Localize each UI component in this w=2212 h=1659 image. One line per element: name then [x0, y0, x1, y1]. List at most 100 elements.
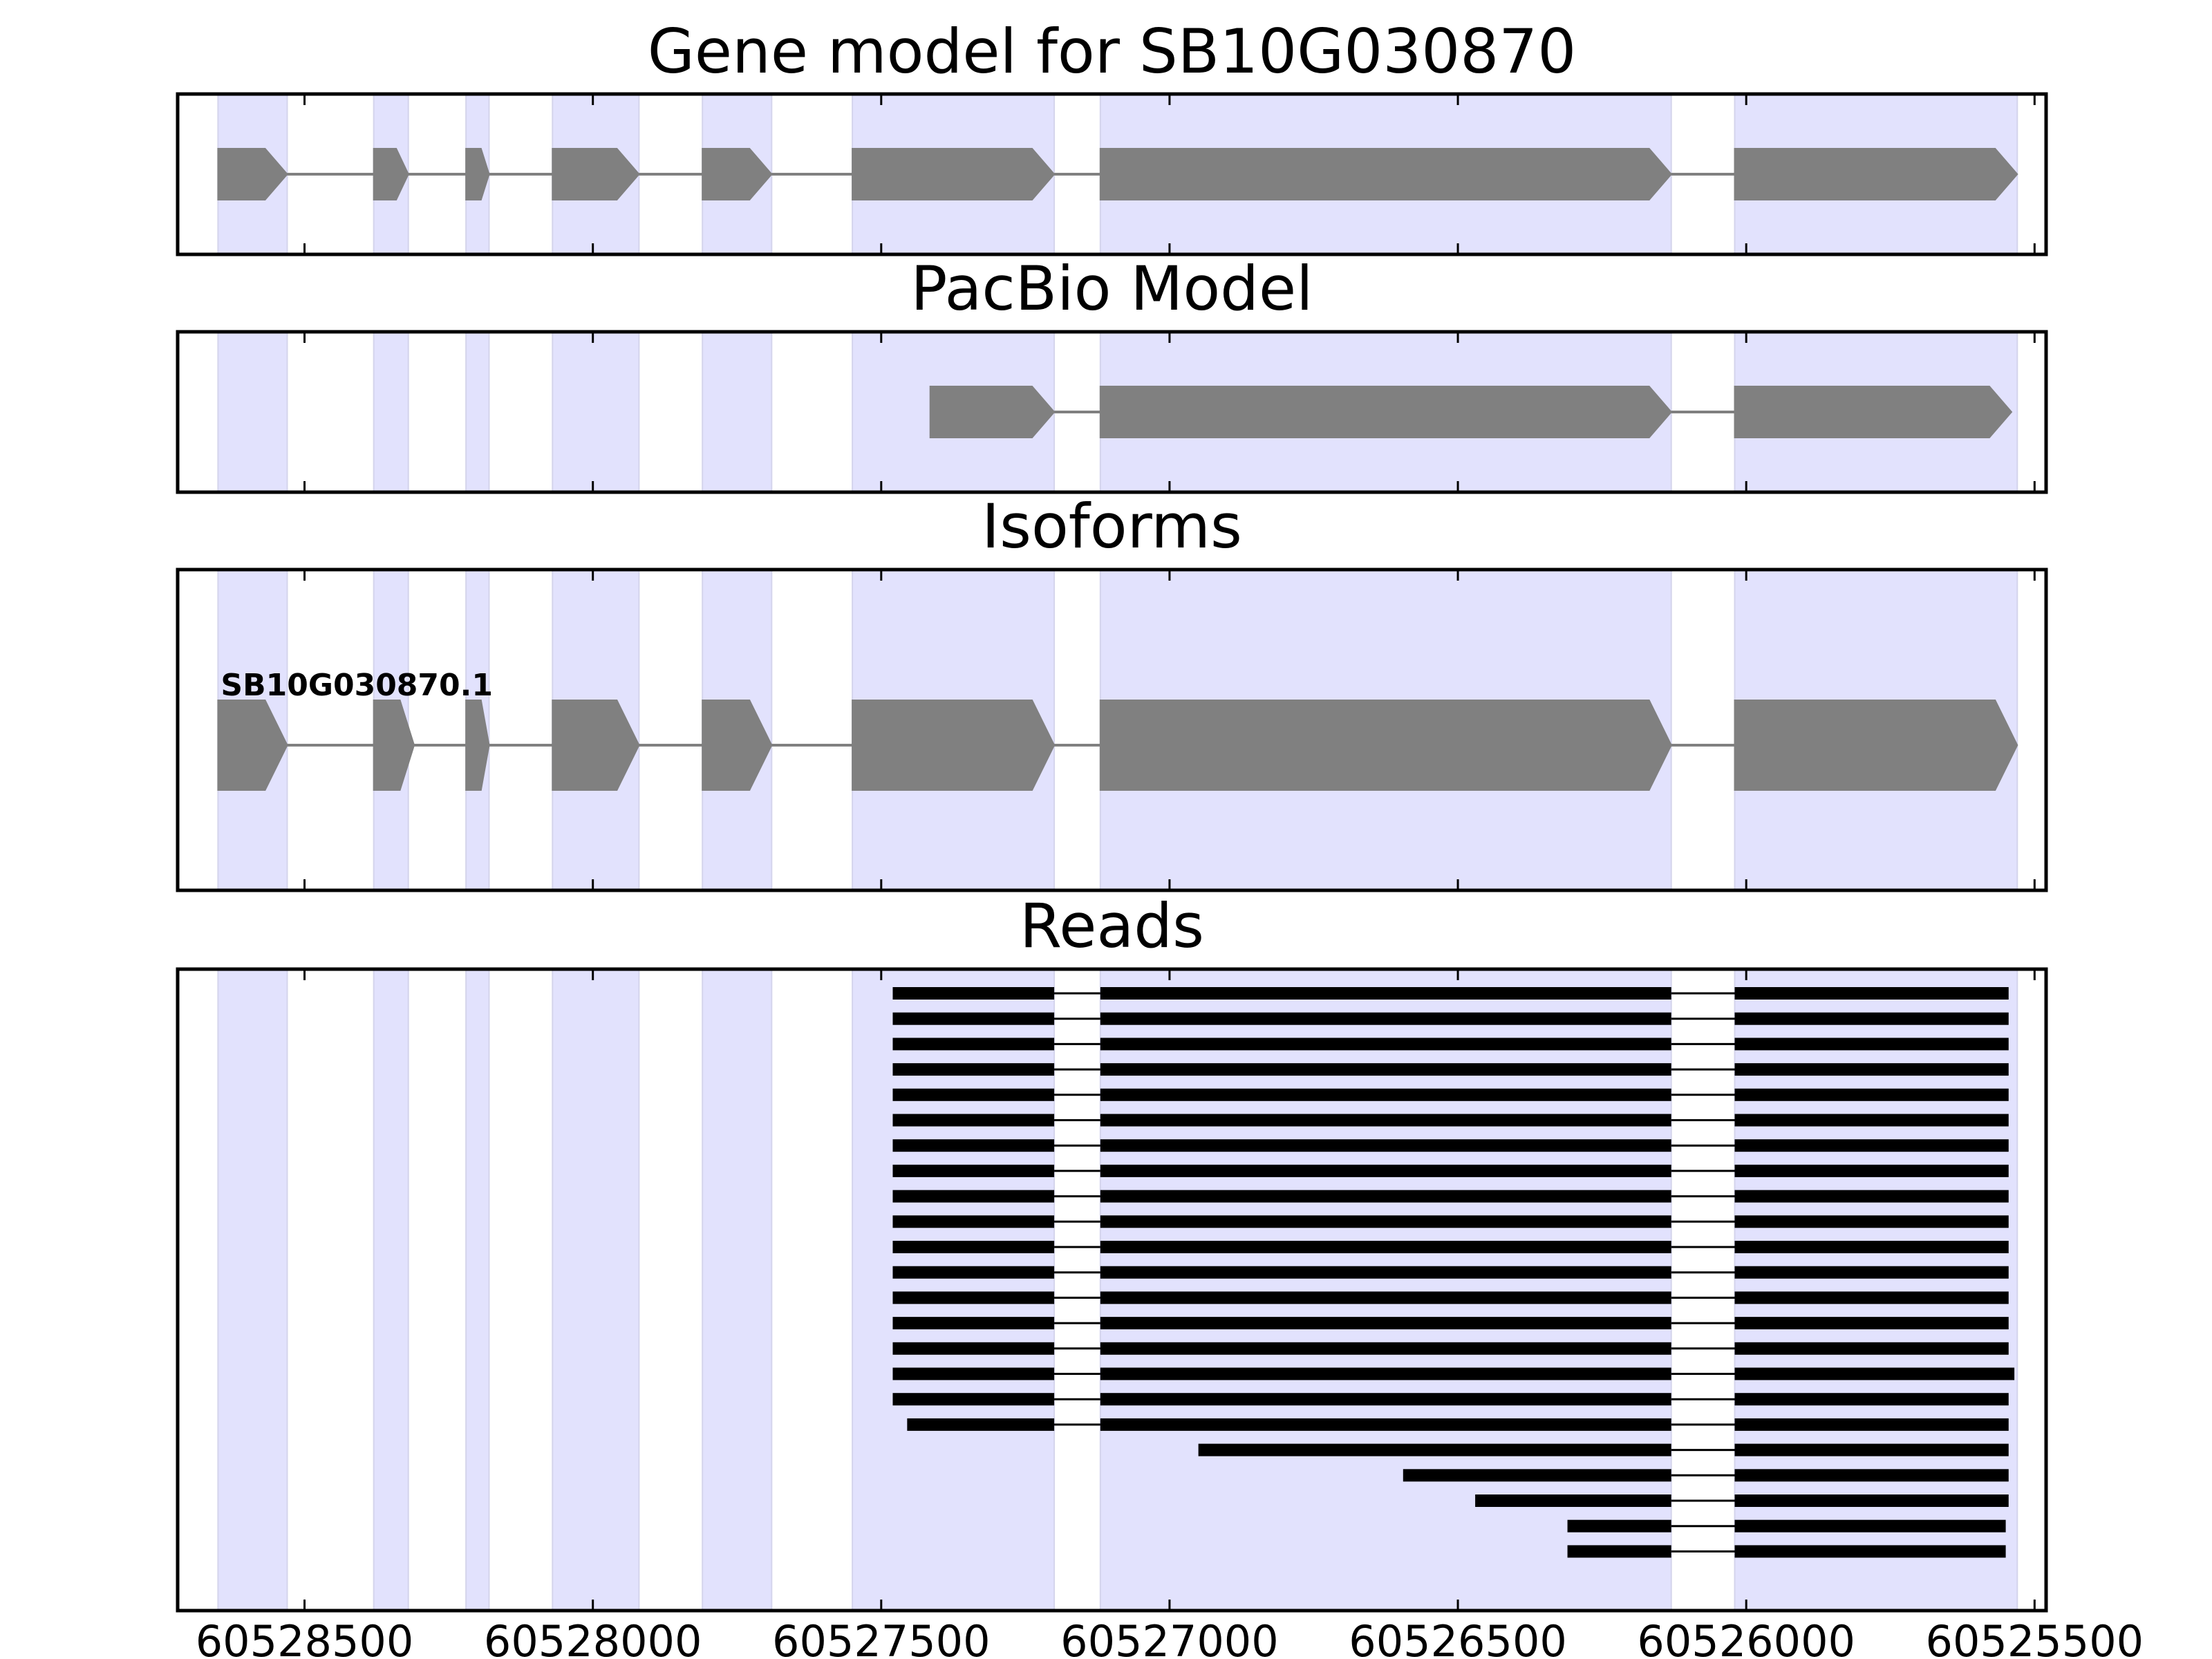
- reference-exon: [373, 148, 409, 200]
- read-block: [1100, 1317, 1671, 1330]
- exon-band: [373, 331, 409, 493]
- read-block: [1734, 1164, 2009, 1177]
- read-block: [892, 987, 1055, 1000]
- read-block: [892, 1266, 1055, 1279]
- read-block: [1734, 1317, 2009, 1330]
- read-block: [892, 1164, 1055, 1177]
- read-block: [892, 1012, 1055, 1025]
- read-row: [1475, 1494, 2009, 1507]
- read-block: [907, 1418, 1055, 1431]
- panels-layer: Gene model for SB10G030870 PacBio Model Is…: [176, 16, 2144, 1659]
- panel-reads: Reads: [176, 890, 2048, 1613]
- isoform-exon: [1734, 700, 2018, 791]
- read-row: [1567, 1519, 2006, 1533]
- isoform-exon: [373, 700, 415, 791]
- reference-exon: [702, 148, 773, 200]
- read-row: [892, 1139, 2009, 1152]
- read-row: [892, 1114, 2009, 1127]
- read-block: [1734, 1063, 2009, 1076]
- exon-band: [465, 968, 490, 1611]
- isoform-exon: [702, 700, 773, 791]
- read-block: [892, 1088, 1055, 1101]
- read-block: [892, 1190, 1055, 1203]
- read-block: [892, 1063, 1055, 1076]
- read-block: [1100, 1266, 1671, 1279]
- read-block: [892, 1393, 1055, 1406]
- exon-band: [552, 968, 640, 1611]
- panel-frame: [176, 92, 2048, 256]
- exon-band: [217, 968, 288, 1611]
- read-row: [892, 1393, 2009, 1406]
- read-block: [1100, 1190, 1671, 1203]
- read-row: [892, 1317, 2009, 1330]
- isoform-exon: [552, 700, 640, 791]
- x-tick-label: 60526500: [1349, 1616, 1567, 1659]
- read-block: [892, 1342, 1055, 1355]
- read-block: [892, 1215, 1055, 1228]
- isoform-label: SB10G030870.1: [221, 668, 493, 703]
- read-block: [1100, 1063, 1671, 1076]
- panel-frame: [176, 330, 2048, 494]
- isoform-exon: [852, 700, 1056, 791]
- read-block: [1734, 1367, 2015, 1380]
- read-block: [1734, 1443, 2009, 1456]
- read-row: [1198, 1443, 2009, 1456]
- panel-isoforms: Isoforms SB10G030870.1: [176, 491, 2048, 892]
- read-row: [892, 1342, 2009, 1355]
- read-row: [892, 1190, 2009, 1203]
- read-row: [892, 1038, 2009, 1051]
- panel-title: Gene model for SB10G030870: [648, 16, 1577, 87]
- read-block: [1734, 1494, 2009, 1507]
- read-block: [892, 1114, 1055, 1127]
- read-block: [1403, 1469, 1671, 1482]
- read-row: [907, 1418, 2009, 1431]
- pacbio-exon: [1734, 386, 2013, 438]
- exon-band: [552, 331, 640, 493]
- read-block: [1734, 1139, 2009, 1152]
- reference-exon: [465, 148, 490, 200]
- read-block: [1734, 1342, 2009, 1355]
- exon-band: [217, 331, 288, 493]
- reference-exon: [852, 148, 1056, 200]
- read-block: [1100, 1367, 1671, 1380]
- read-block: [892, 1317, 1055, 1330]
- read-block: [1734, 1393, 2009, 1406]
- reference-exon: [217, 148, 288, 200]
- reference-exon: [552, 148, 640, 200]
- read-block: [1734, 1291, 2009, 1304]
- panel-title: Reads: [1020, 890, 1204, 962]
- read-block: [1100, 1215, 1671, 1228]
- read-block: [1734, 1215, 2009, 1228]
- read-block: [1100, 1418, 1671, 1431]
- read-row: [892, 1012, 2009, 1025]
- exon-band: [373, 968, 409, 1611]
- read-row: [1567, 1545, 2006, 1558]
- panel-title: PacBio Model: [910, 253, 1313, 324]
- read-block: [1100, 1342, 1671, 1355]
- read-block: [1100, 1291, 1671, 1304]
- read-block: [1100, 1393, 1671, 1406]
- exon-band: [465, 331, 490, 493]
- panel-pacbio: PacBio Model: [176, 253, 2048, 494]
- read-block: [1734, 1038, 2009, 1051]
- panel-reference: Gene model for SB10G030870: [176, 16, 2048, 256]
- read-row: [892, 1291, 2009, 1304]
- read-block: [1734, 1469, 2009, 1482]
- exon-band: [702, 968, 773, 1611]
- read-row: [892, 1266, 2009, 1279]
- read-block: [1100, 1164, 1671, 1177]
- x-tick-label: 60526000: [1637, 1616, 1855, 1659]
- panel-frame: [176, 568, 2048, 892]
- read-block: [892, 1038, 1055, 1051]
- read-block: [1734, 1114, 2009, 1127]
- x-tick-label: 60527000: [1060, 1616, 1279, 1659]
- read-block: [892, 1291, 1055, 1304]
- isoform-exon: [1099, 700, 1672, 791]
- read-block: [1100, 987, 1671, 1000]
- read-block: [1734, 987, 2009, 1000]
- read-block: [1734, 1190, 2009, 1203]
- read-row: [892, 1164, 2009, 1177]
- read-block: [1100, 1038, 1671, 1051]
- read-block: [1100, 1088, 1671, 1101]
- read-block: [1567, 1545, 1671, 1558]
